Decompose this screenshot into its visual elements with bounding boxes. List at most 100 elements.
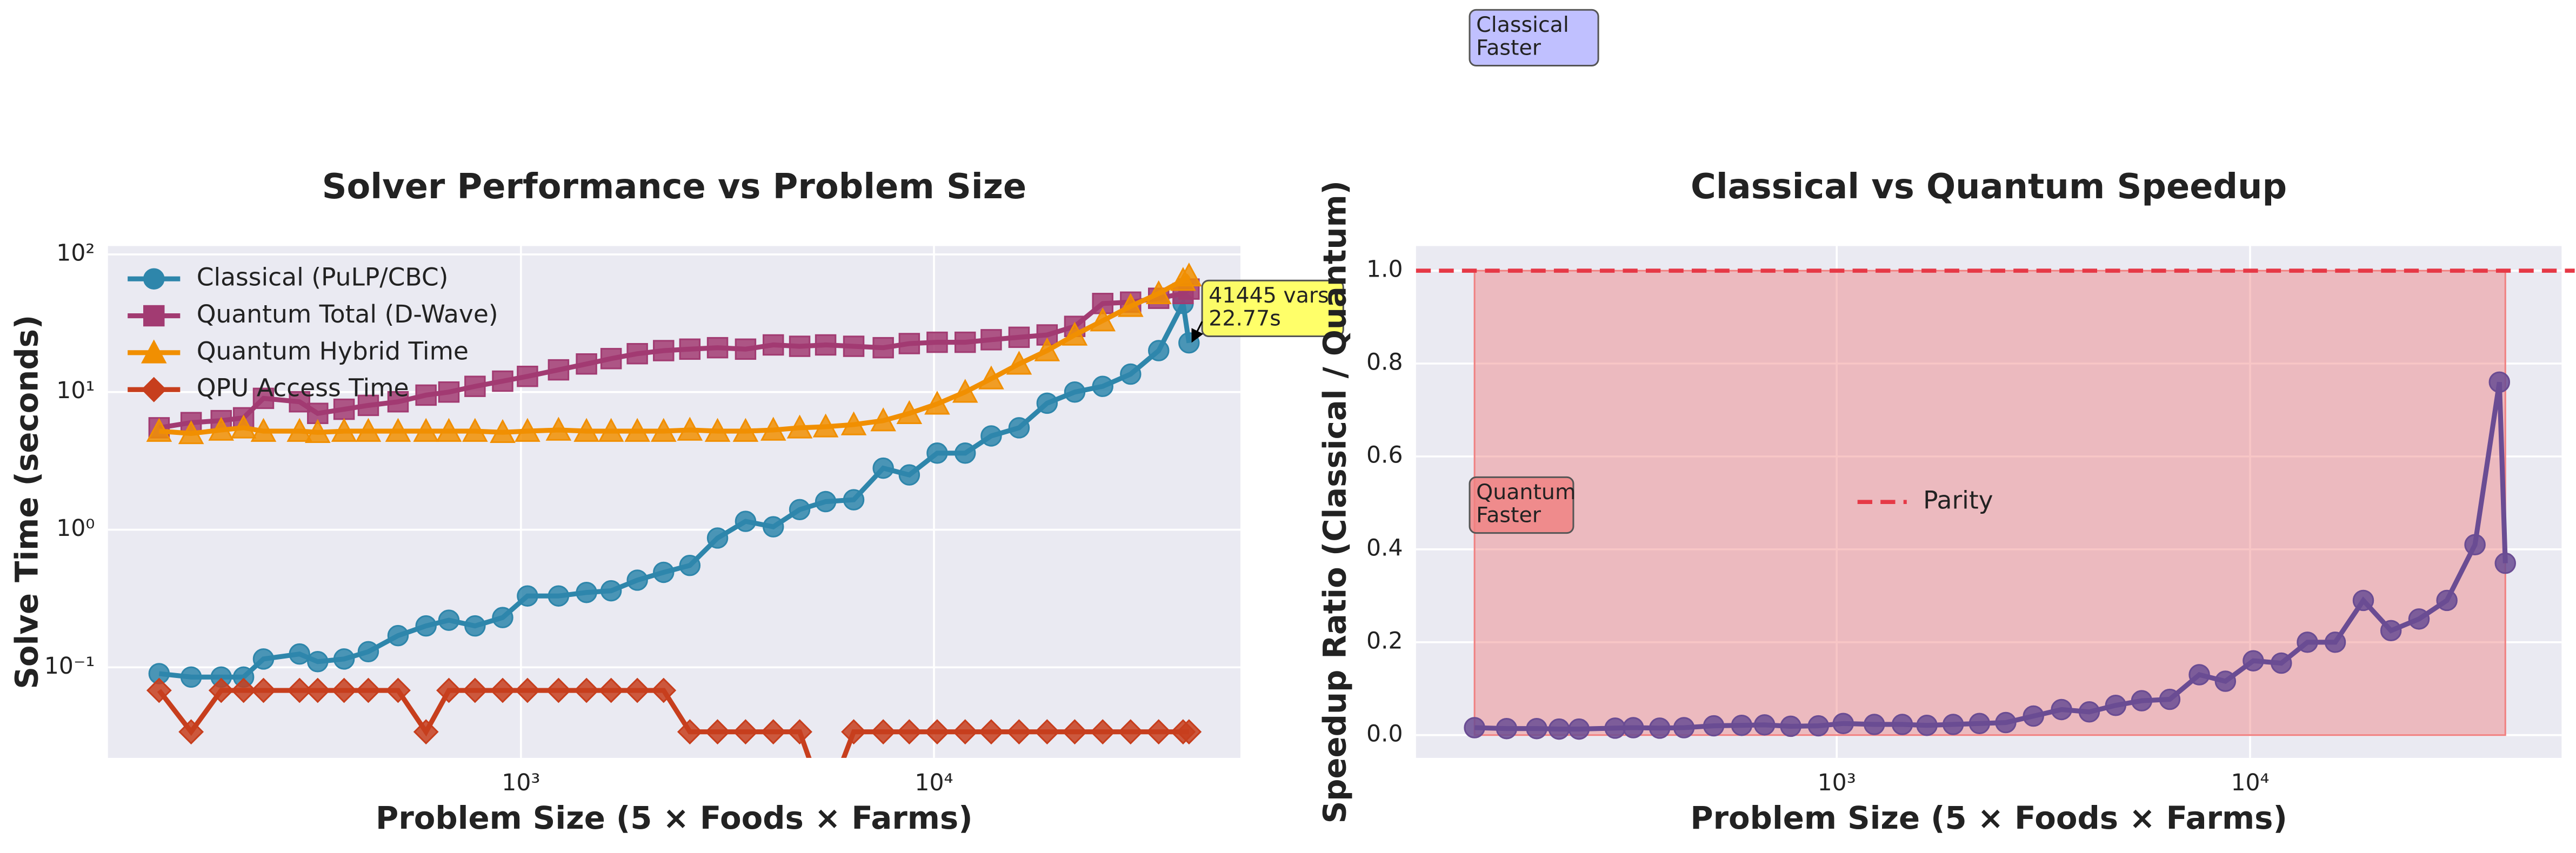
marker <box>252 648 275 670</box>
marker <box>415 615 437 637</box>
marker <box>178 420 204 445</box>
series-line <box>159 273 1191 436</box>
y-tick-label: 0.0 <box>1366 721 1403 747</box>
marker <box>1548 718 1570 740</box>
marker <box>208 417 235 441</box>
marker <box>1178 332 1200 354</box>
marker <box>517 585 538 607</box>
legend-label: Quantum Hybrid Time <box>197 337 469 365</box>
legend-label: Classical (PuLP/CBC) <box>197 263 449 292</box>
marker <box>600 580 622 602</box>
marker <box>789 499 811 521</box>
marker <box>704 418 731 442</box>
annotation-box <box>1469 476 1574 534</box>
marker <box>870 407 896 432</box>
marker <box>980 329 1002 351</box>
marker <box>626 569 648 591</box>
marker <box>385 677 411 703</box>
marker <box>980 425 1002 447</box>
marker <box>2494 552 2516 574</box>
marker <box>413 719 439 745</box>
series-line <box>1474 381 2508 732</box>
marker <box>705 719 730 745</box>
marker <box>230 414 257 439</box>
marker <box>387 391 409 413</box>
marker <box>626 342 648 365</box>
marker <box>2464 534 2486 556</box>
marker <box>357 641 379 663</box>
marker <box>462 418 488 442</box>
marker <box>146 418 172 442</box>
marker <box>812 413 839 438</box>
marker <box>2408 608 2430 630</box>
annotation-arrow <box>1191 321 1204 343</box>
marker <box>598 418 624 442</box>
marker <box>706 337 729 359</box>
marker <box>1703 715 1725 737</box>
marker <box>650 418 677 442</box>
marker <box>1062 321 1088 346</box>
marker <box>898 464 920 486</box>
x-axis-label: Problem Size (5 × Foods × Farms) <box>1690 800 2287 836</box>
marker <box>545 417 572 441</box>
marker <box>1036 392 1058 414</box>
marker <box>2380 620 2402 642</box>
y-tick-label: 1.0 <box>1366 257 1403 283</box>
marker <box>143 305 165 327</box>
marker <box>208 677 234 703</box>
marker <box>1148 340 1170 361</box>
marker <box>1968 713 1991 734</box>
marker <box>2324 632 2346 653</box>
marker <box>2078 701 2100 723</box>
marker <box>515 418 540 442</box>
marker <box>706 527 729 549</box>
marker <box>762 516 784 538</box>
y-tick-label: 0.4 <box>1366 535 1403 561</box>
marker <box>385 418 411 442</box>
x-axis-label: Problem Size (5 × Foods × Farms) <box>376 800 973 836</box>
marker <box>464 375 486 397</box>
annotation-text: Classical <box>1476 12 1569 37</box>
marker <box>1118 293 1144 317</box>
marker <box>286 677 312 703</box>
marker <box>624 677 650 703</box>
annotation-text: 22.77s <box>1209 306 1281 331</box>
marker <box>2051 698 2072 721</box>
marker <box>515 677 540 703</box>
marker <box>252 387 275 409</box>
marker <box>598 677 624 703</box>
marker <box>896 400 923 424</box>
marker <box>952 719 978 745</box>
marker <box>1604 717 1626 739</box>
marker <box>735 511 757 532</box>
marker <box>760 417 786 441</box>
marker <box>146 677 172 703</box>
marker <box>331 677 357 703</box>
marker <box>872 457 894 479</box>
plot-area <box>1464 270 2516 740</box>
marker <box>1864 714 1885 735</box>
plot-background <box>1416 246 2562 758</box>
marker <box>492 607 513 628</box>
marker <box>492 370 513 392</box>
marker <box>438 381 460 403</box>
marker <box>2188 664 2210 686</box>
marker <box>651 677 677 703</box>
marker <box>1526 717 1547 740</box>
marker <box>872 337 894 359</box>
marker <box>141 377 167 402</box>
marker <box>653 340 675 361</box>
marker <box>896 719 922 745</box>
marker <box>733 719 758 745</box>
y-tick-label: 0.6 <box>1366 442 1403 468</box>
marker <box>415 384 437 406</box>
marker <box>1649 717 1671 739</box>
marker <box>356 677 381 703</box>
marker <box>464 615 486 637</box>
marker <box>289 643 310 665</box>
marker <box>490 677 516 703</box>
marker <box>1568 718 1590 740</box>
marker <box>305 677 331 703</box>
marker <box>286 418 313 442</box>
plot-area <box>146 262 1202 758</box>
